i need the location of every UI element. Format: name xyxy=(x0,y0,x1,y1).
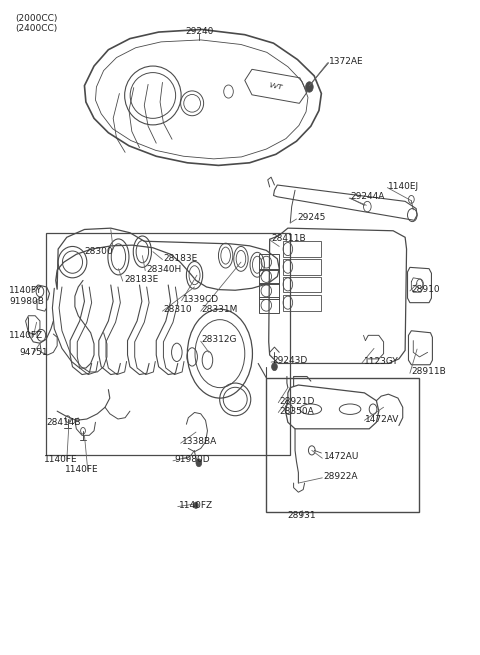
Circle shape xyxy=(193,502,198,508)
Circle shape xyxy=(272,363,277,371)
Text: 28183E: 28183E xyxy=(163,253,198,263)
Bar xyxy=(46,233,290,455)
Text: 1140EJ: 1140EJ xyxy=(388,182,420,191)
Circle shape xyxy=(306,82,313,92)
Text: 28350A: 28350A xyxy=(279,407,314,416)
Bar xyxy=(283,241,322,257)
Circle shape xyxy=(196,459,202,467)
Text: 29240: 29240 xyxy=(185,27,214,36)
Text: 28340H: 28340H xyxy=(147,265,182,274)
Text: 1472AU: 1472AU xyxy=(324,453,359,461)
Text: 1140FE: 1140FE xyxy=(65,465,99,474)
Text: 91980B: 91980B xyxy=(9,297,44,306)
Text: 28910: 28910 xyxy=(411,285,440,294)
Text: 28922A: 28922A xyxy=(324,472,358,481)
Text: 1372AE: 1372AE xyxy=(328,57,363,66)
Text: 28411B: 28411B xyxy=(271,234,306,243)
Text: 29244A: 29244A xyxy=(350,193,384,201)
Text: 1140FE: 1140FE xyxy=(44,455,77,464)
Text: (2400CC): (2400CC) xyxy=(15,24,57,33)
Text: 91980D: 91980D xyxy=(174,455,210,464)
Text: VVT: VVT xyxy=(268,83,283,91)
Text: 1140FZ: 1140FZ xyxy=(179,501,213,510)
Text: 28300: 28300 xyxy=(84,246,113,255)
Bar xyxy=(283,276,322,292)
Bar xyxy=(266,378,420,512)
Text: 1140FY: 1140FY xyxy=(9,286,43,295)
Text: 28931: 28931 xyxy=(287,511,315,519)
Text: 1338BA: 1338BA xyxy=(181,438,217,446)
Text: 1472AV: 1472AV xyxy=(365,415,400,424)
Text: 1140FZ: 1140FZ xyxy=(9,331,43,340)
Text: 1339CD: 1339CD xyxy=(182,295,219,304)
Text: 1123GY: 1123GY xyxy=(363,357,398,366)
Text: 28312G: 28312G xyxy=(202,335,237,345)
Text: 94751: 94751 xyxy=(19,348,48,357)
Text: 28921D: 28921D xyxy=(279,397,314,406)
Text: 29245: 29245 xyxy=(298,213,326,222)
Text: 28183E: 28183E xyxy=(124,275,158,284)
Text: (2000CC): (2000CC) xyxy=(15,14,58,24)
Text: 29243D: 29243D xyxy=(273,356,308,365)
Text: 28310: 28310 xyxy=(163,305,192,314)
Text: 28911B: 28911B xyxy=(411,367,446,377)
Text: 28414B: 28414B xyxy=(46,418,81,427)
Bar xyxy=(283,259,322,274)
Text: 28331M: 28331M xyxy=(202,305,238,314)
Bar xyxy=(283,295,322,310)
